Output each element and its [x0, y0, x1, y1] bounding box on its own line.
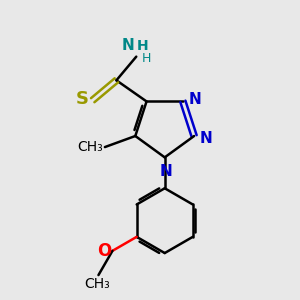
Text: O: O	[97, 242, 111, 260]
Text: S: S	[75, 90, 88, 108]
Text: CH₃: CH₃	[77, 140, 103, 154]
Text: CH₃: CH₃	[84, 277, 110, 290]
Text: H: H	[137, 39, 148, 53]
Text: N: N	[200, 131, 213, 146]
Text: N: N	[188, 92, 201, 107]
Text: H: H	[141, 52, 151, 64]
Text: N: N	[160, 164, 172, 179]
Text: N: N	[122, 38, 135, 53]
